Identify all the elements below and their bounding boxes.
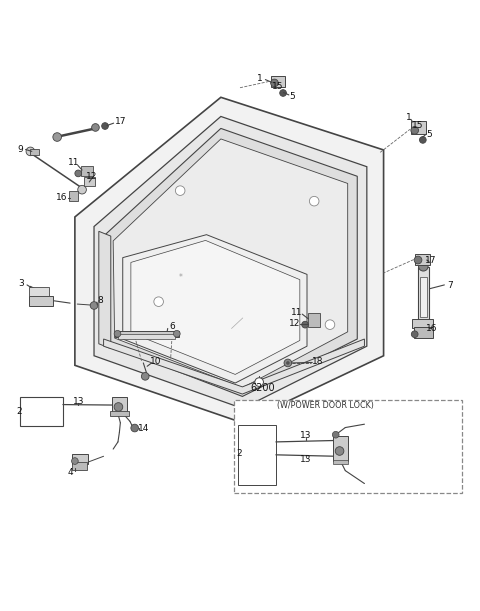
Circle shape [114,331,121,337]
Text: 7: 7 [448,281,454,290]
Circle shape [287,362,289,364]
Circle shape [53,133,61,141]
Circle shape [142,373,149,380]
Bar [412,319,433,329]
Circle shape [175,186,185,196]
Polygon shape [113,139,348,388]
Text: *: * [178,273,182,282]
Text: 1: 1 [406,113,411,122]
Text: 6: 6 [169,322,175,331]
Text: 11: 11 [68,158,79,167]
FancyBboxPatch shape [234,400,462,493]
Text: 17: 17 [425,255,436,265]
Bar [112,397,127,412]
Bar [333,459,348,464]
Text: 15: 15 [272,82,283,91]
Text: 12: 12 [86,172,97,181]
Bar [81,166,93,177]
Bar [20,397,63,426]
Circle shape [420,136,426,143]
Bar [333,436,348,461]
Text: 6200: 6200 [251,383,276,393]
Circle shape [114,403,123,411]
Circle shape [78,185,86,194]
Polygon shape [104,128,357,397]
Text: 16: 16 [426,324,437,333]
Text: (W/POWER DOOR LOCK): (W/POWER DOOR LOCK) [277,401,374,409]
Circle shape [255,378,264,386]
Bar [84,177,95,186]
Text: 2: 2 [236,449,242,458]
Polygon shape [123,235,307,383]
Text: 1: 1 [257,74,263,82]
Bar [411,121,426,134]
Circle shape [173,331,180,337]
Circle shape [419,262,428,271]
Circle shape [332,431,339,438]
Bar [420,277,427,318]
Polygon shape [94,117,367,408]
Text: 9: 9 [17,145,23,154]
Circle shape [72,458,78,464]
Circle shape [280,90,287,97]
Circle shape [26,147,35,156]
Text: 15: 15 [412,120,424,130]
Text: 16: 16 [56,193,68,202]
Bar [29,287,48,296]
Text: 17: 17 [115,117,126,126]
Bar [414,326,433,338]
Bar [110,411,129,415]
Circle shape [411,331,418,337]
Circle shape [90,302,98,309]
Text: 10: 10 [150,357,161,367]
Text: 12: 12 [289,319,300,328]
Circle shape [302,321,309,328]
Bar [69,191,78,201]
Circle shape [75,170,82,177]
Circle shape [414,256,422,264]
Polygon shape [104,339,364,394]
Bar [238,425,276,485]
Text: 14: 14 [138,425,149,433]
Bar [72,463,87,470]
Bar [415,254,431,265]
Text: 5: 5 [290,92,296,101]
Circle shape [284,359,292,367]
Circle shape [310,196,319,206]
Circle shape [325,320,335,329]
Bar [115,331,179,337]
Text: 4: 4 [68,467,73,477]
Text: 2: 2 [16,408,22,416]
Bar [30,148,39,155]
Circle shape [102,123,108,130]
Bar [418,267,429,322]
Circle shape [131,424,139,432]
Polygon shape [99,232,111,348]
Bar [308,313,321,327]
Text: 13: 13 [72,397,84,406]
Text: 13: 13 [300,431,312,440]
Text: 3: 3 [18,279,24,288]
Polygon shape [75,97,384,423]
Circle shape [271,79,278,87]
Bar [72,454,88,464]
Circle shape [411,126,419,134]
Polygon shape [131,240,300,375]
Text: 13: 13 [300,455,312,464]
Text: 18: 18 [312,357,324,367]
Text: 8: 8 [97,296,103,306]
Bar [29,296,53,306]
Text: 11: 11 [291,308,302,317]
Text: 5: 5 [427,130,432,139]
Circle shape [335,447,344,455]
Circle shape [92,123,99,131]
Bar [271,76,285,87]
Circle shape [154,297,163,307]
Bar [118,334,175,339]
